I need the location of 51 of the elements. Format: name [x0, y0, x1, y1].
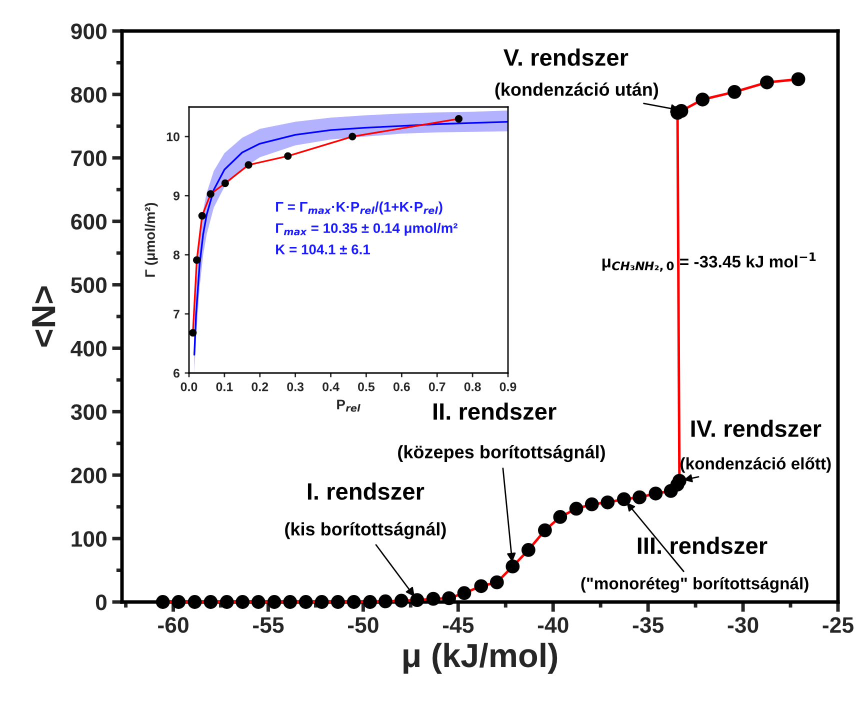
x-tick-label: 0.8 — [464, 382, 481, 392]
y-axis-title: <N> — [32, 286, 56, 347]
annotation: V. rendszer — [504, 48, 628, 66]
y-tick-label: 600 — [71, 214, 107, 230]
y-tick-label: 200 — [71, 468, 107, 484]
x-tick-label: -40 — [538, 617, 568, 633]
x-tick-label: -55 — [253, 617, 284, 633]
x-tick-label: -60 — [158, 617, 188, 633]
annotation: I. rendszer — [308, 482, 424, 500]
y-tick-label: 400 — [70, 340, 107, 356]
y-tick-label: 0 — [96, 594, 107, 610]
annotation: IV. rendszer — [691, 420, 822, 438]
y-tick-label: 500 — [71, 277, 107, 294]
x-tick-label: 0.1 — [216, 382, 233, 392]
x-tick-label: 0.4 — [322, 382, 340, 392]
y-tick-label: 100 — [72, 531, 107, 547]
annotation: (kondenzáció előtt) — [680, 457, 831, 473]
x-axis-title: P$_{rel}$ — [337, 400, 360, 412]
annotation: Γ$_{max}$ = 10.35 ± 0.14 μmol/m² — [276, 222, 458, 236]
annotation: III. rendszer — [638, 536, 768, 554]
x-tick-label: 0.6 — [393, 382, 410, 392]
y-tick-label: 7 — [174, 310, 180, 318]
x-tick-label: 0.9 — [500, 382, 516, 392]
annotation: ("monoréteg" borítottságnál) — [581, 576, 808, 593]
annotation: μ$_{CH₃NH₂,0}$ = -33.45 kJ mol$^{−1}$ — [602, 252, 816, 272]
x-axis-title: μ (kJ/mol) — [404, 642, 558, 674]
x-tick-label: 0.7 — [428, 382, 446, 392]
x-tick-label: 0.2 — [252, 382, 268, 392]
x-tick-label: -35 — [632, 617, 664, 633]
annotation: Γ = Γ$_{max}$·K·P$_{rel}$/(1+K·P$_{rel}$) — [276, 202, 442, 214]
y-tick-label: 9 — [173, 191, 180, 200]
annotation: (kis borítottságnál) — [285, 522, 446, 540]
annotation: (közepes borítottságnál) — [398, 445, 605, 462]
y-tick-label: 6 — [173, 368, 180, 378]
x-tick-label: 0.3 — [287, 382, 304, 392]
x-tick-label: -30 — [728, 617, 758, 633]
x-tick-label: -25 — [822, 617, 854, 633]
x-tick-label: -50 — [348, 617, 378, 633]
annotation: (kondenzáció után) — [495, 82, 658, 100]
annotation: K = 104.1 ± 6.1 — [276, 244, 370, 254]
y-tick-label: 700 — [71, 150, 107, 166]
y-tick-label: 300 — [70, 404, 107, 420]
y-tick-label: 800 — [71, 86, 107, 103]
x-tick-label: -45 — [442, 617, 474, 633]
y-tick-label: 10 — [166, 132, 180, 142]
x-tick-label: 0.5 — [358, 382, 375, 392]
y-axis-title: Γ (μmol/m²) — [144, 202, 158, 277]
y-tick-label: 900 — [71, 24, 107, 40]
y-tick-label: 8 — [173, 250, 180, 260]
x-tick-label: 0.0 — [180, 382, 198, 392]
annotation: II. rendszer — [434, 402, 556, 420]
